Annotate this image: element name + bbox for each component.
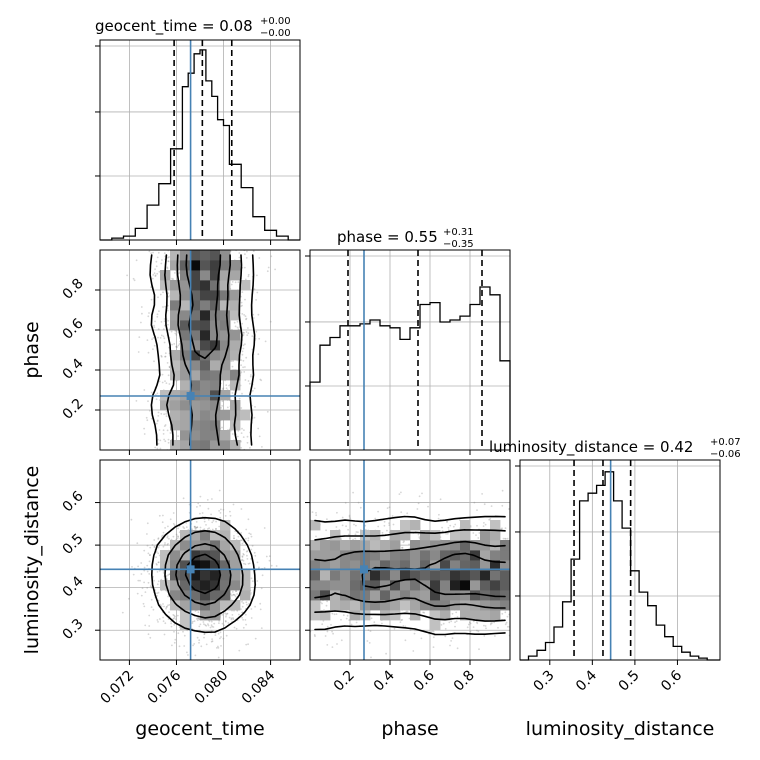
ytick-label-phase: 0.6 <box>60 316 87 343</box>
xlabel-phase: phase <box>381 718 438 740</box>
title-luminosity-distance: luminosity_distance = 0.42 <box>489 438 693 457</box>
xtick-label-luminosity_distance: 0.6 <box>658 667 685 694</box>
xtick-label-phase: 0.8 <box>451 668 478 695</box>
density-cells-geocent_time-vs-phase <box>160 250 251 450</box>
ytick-label-luminosity_distance: 0.4 <box>60 573 87 600</box>
ylabel-phase: phase <box>21 321 43 378</box>
ytick-label-phase: 0.2 <box>60 396 87 423</box>
gridlines-1-1 <box>310 250 510 450</box>
title-luminosity-distance-plus: +0.07 <box>710 437 741 448</box>
panel-frame-2-2 <box>519 459 721 661</box>
panel-frame-2-1 <box>309 459 511 661</box>
histogram-luminosity_distance <box>520 471 720 661</box>
gridlines-2-2 <box>520 460 720 660</box>
title-geocent-time-plus: +0.00 <box>260 16 291 27</box>
gridlines-0-0 <box>100 40 300 240</box>
truth-crosshair-geocent_time-vs-luminosity_distance <box>100 460 300 660</box>
ytick-label-luminosity_distance: 0.6 <box>60 488 87 515</box>
xtick-label-geocent_time: 0.084 <box>239 667 279 707</box>
xtick-label-geocent_time: 0.080 <box>192 668 232 708</box>
xlabel-geocent-time: geocent_time <box>135 718 264 740</box>
xtick-label-phase: 0.6 <box>411 667 438 694</box>
xtick-label-geocent_time: 0.072 <box>98 668 138 708</box>
panel-bg-2-2 <box>520 460 720 660</box>
xtick-label-phase: 0.4 <box>371 667 398 694</box>
contours-phase-vs-luminosity_distance <box>314 515 506 636</box>
xtick-label-geocent_time: 0.076 <box>145 667 185 707</box>
truth-crosshair-phase-vs-luminosity_distance <box>310 460 510 660</box>
panel-bg-1-1 <box>310 250 510 450</box>
xtick-label-phase: 0.2 <box>331 668 358 695</box>
xlabel-luminosity-distance: luminosity_distance <box>526 718 715 740</box>
histogram-phase <box>309 286 511 450</box>
title-geocent-time: geocent_time = 0.08 <box>95 17 253 36</box>
title-phase-minus: −0.35 <box>443 239 474 250</box>
histogram-geocent_time <box>100 49 300 241</box>
ytick-label-phase: 0.4 <box>60 356 87 383</box>
ylabel-luminosity-distance: luminosity_distance <box>21 466 43 655</box>
ytick-label-phase: 0.8 <box>60 276 87 303</box>
xtick-label-luminosity_distance: 0.4 <box>573 667 600 694</box>
xtick-label-luminosity_distance: 0.3 <box>531 668 558 695</box>
xtick-label-luminosity_distance: 0.5 <box>616 668 643 695</box>
ytick-label-luminosity_distance: 0.3 <box>60 616 87 643</box>
panel-frame-0-0 <box>99 39 301 241</box>
truth-crosshair-geocent_time-vs-phase <box>100 250 300 450</box>
title-phase-plus: +0.31 <box>443 227 474 238</box>
title-phase: phase = 0.55 <box>337 228 438 246</box>
ytick-label-luminosity_distance: 0.5 <box>60 531 87 558</box>
panel-frame-2-0 <box>99 459 301 661</box>
title-geocent-time-minus: −0.00 <box>260 28 291 39</box>
panel-frame-1-1 <box>309 249 511 451</box>
panel-bg-0-0 <box>100 40 300 240</box>
panel-frame-1-0 <box>99 249 301 451</box>
title-luminosity-distance-minus: −0.06 <box>710 449 741 460</box>
